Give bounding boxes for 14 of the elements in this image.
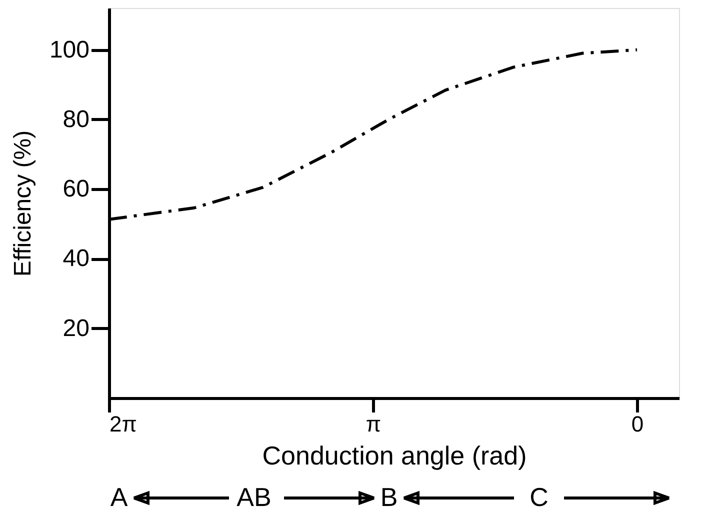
text: A — [110, 482, 128, 512]
y-tick-label: 60 — [62, 176, 90, 203]
text: B — [380, 482, 398, 512]
y-tick-label: 100 — [49, 36, 90, 64]
y-tick-label: 40 — [62, 245, 90, 272]
y-tick-label: 80 — [62, 106, 90, 133]
y-axis-title: Efficiency (%) — [9, 130, 36, 277]
x-tick-label: 0 — [631, 412, 644, 436]
text: C — [530, 482, 548, 512]
x-tick-label: π — [366, 412, 382, 436]
x-axis-title: Conduction angle (rad) — [262, 440, 527, 470]
y-tick-label: 20 — [62, 314, 90, 342]
x-tick-label: 2π — [110, 412, 137, 436]
text: AB — [236, 482, 272, 512]
